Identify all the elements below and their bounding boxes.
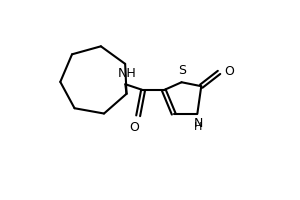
Text: O: O bbox=[224, 65, 234, 78]
Text: NH: NH bbox=[118, 67, 137, 80]
Text: O: O bbox=[129, 121, 139, 134]
Text: N: N bbox=[194, 117, 203, 130]
Text: H: H bbox=[194, 122, 202, 132]
Text: S: S bbox=[178, 64, 186, 77]
